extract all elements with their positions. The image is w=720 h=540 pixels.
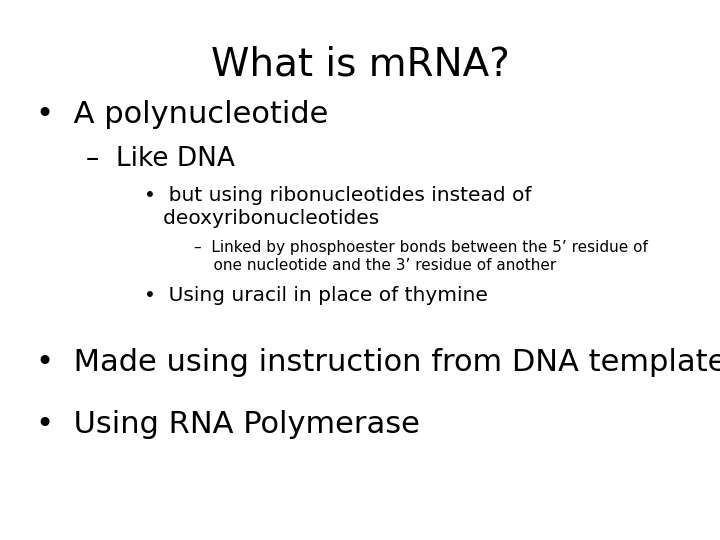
Text: –  Linked by phosphoester bonds between the 5’ residue of
    one nucleotide and: – Linked by phosphoester bonds between t… bbox=[194, 240, 648, 273]
Text: •  Using uracil in place of thymine: • Using uracil in place of thymine bbox=[144, 286, 488, 305]
Text: What is mRNA?: What is mRNA? bbox=[210, 46, 510, 84]
Text: •  A polynucleotide: • A polynucleotide bbox=[36, 100, 328, 129]
Text: •  Made using instruction from DNA template: • Made using instruction from DNA templa… bbox=[36, 348, 720, 377]
Text: •  but using ribonucleotides instead of
   deoxyribonucleotides: • but using ribonucleotides instead of d… bbox=[144, 186, 531, 228]
Text: •  Using RNA Polymerase: • Using RNA Polymerase bbox=[36, 410, 420, 440]
Text: –  Like DNA: – Like DNA bbox=[86, 146, 235, 172]
